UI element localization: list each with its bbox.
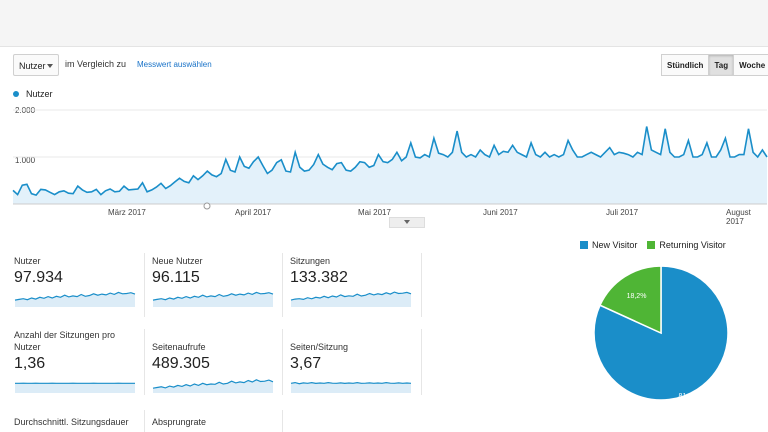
compare-text: im Vergleich zu — [65, 59, 127, 69]
legend-swatch-icon — [647, 241, 656, 249]
sparkline — [15, 382, 135, 393]
top-bar — [0, 0, 768, 47]
divider — [421, 329, 422, 395]
sparkline — [152, 379, 274, 393]
pie-slice[interactable] — [599, 265, 662, 335]
time-granularity-group: Stündlich Tag Woche — [661, 54, 768, 76]
sparkline-fill — [15, 383, 135, 393]
metric-value: 1,36 — [14, 355, 46, 372]
sparkline-fill — [153, 292, 273, 307]
metric-label: Seitenaufrufe — [152, 342, 206, 352]
metric-value: 133.382 — [290, 269, 348, 286]
metric-card-pageviews[interactable]: Seitenaufrufe 489.305 — [152, 341, 282, 393]
annotation-marker-icon[interactable] — [203, 202, 211, 210]
metric-card-avg-session-duration[interactable]: Durchschnittl. Sitzungsdauer — [14, 416, 144, 428]
metric-card-sessions-per-user[interactable]: Anzahl der Sitzungen pro Nutzer 1,36 — [14, 329, 144, 393]
metric-label: Anzahl der Sitzungen pro Nutzer — [14, 330, 116, 352]
sparkline — [290, 381, 412, 393]
metric-label: Seiten/Sitzung — [290, 342, 349, 352]
area-fill — [13, 126, 767, 204]
x-tick-label: Mai 2017 — [358, 208, 391, 217]
divider — [282, 410, 283, 432]
visitor-pie-chart[interactable]: 81,8% 18,2% — [590, 262, 732, 404]
metric-label: Sitzungen — [290, 256, 331, 266]
chevron-down-icon — [47, 64, 53, 68]
x-tick-label: März 2017 — [108, 208, 146, 217]
pie-legend: New Visitor Returning Visitor — [580, 240, 726, 250]
metric-card-users[interactable]: Nutzer 97.934 — [14, 255, 144, 307]
chart-toolbar: Nutzer im Vergleich zu Messwert auswähle… — [0, 52, 768, 80]
pick-metric-link[interactable]: Messwert auswählen — [137, 60, 212, 69]
sparkline-fill — [153, 379, 273, 393]
divider — [282, 253, 283, 317]
sparkline — [14, 291, 136, 307]
legend-swatch-icon — [580, 241, 588, 249]
metric-value: 97.934 — [14, 269, 63, 286]
x-tick-label: August 2017 — [726, 208, 751, 226]
x-tick-label: April 2017 — [235, 208, 272, 217]
hourly-button[interactable]: Stündlich — [661, 54, 710, 76]
x-tick-label: Juli 2017 — [606, 208, 639, 217]
x-tick-label: Juni 2017 — [483, 208, 518, 217]
metric-value: 3,67 — [290, 355, 322, 372]
legend-returning-visitor: Returning Visitor — [659, 240, 726, 250]
sparkline-line — [152, 379, 274, 389]
divider — [282, 329, 283, 395]
metric-card-bounce-rate[interactable]: Absprungrate — [152, 416, 282, 428]
metric-select[interactable]: Nutzer — [13, 54, 59, 76]
day-button[interactable]: Tag — [708, 54, 735, 76]
metric-label: Durchschnittl. Sitzungsdauer — [14, 417, 129, 427]
metric-label: Nutzer — [14, 256, 41, 266]
metric-label: Absprungrate — [152, 417, 207, 427]
sparkline-fill — [15, 292, 135, 307]
chart-legend: Nutzer — [13, 89, 53, 99]
pie-slice-label: 18,2% — [627, 293, 647, 300]
metric-card-pages-per-session[interactable]: Seiten/Sitzung 3,67 — [290, 341, 420, 393]
series-line — [12, 126, 768, 197]
y-tick-label: 1.000 — [15, 156, 36, 165]
sparkline — [152, 291, 274, 307]
sparkline-line — [152, 291, 274, 301]
week-button[interactable]: Woche — [733, 54, 768, 76]
metric-card-sessions[interactable]: Sitzungen 133.382 — [290, 255, 420, 307]
legend-new-visitor: New Visitor — [592, 240, 638, 250]
pie-slice-label: 81,8% — [679, 393, 699, 400]
sparkline-fill — [291, 292, 411, 307]
series-dot-icon — [13, 91, 19, 97]
collapse-chart-handle[interactable] — [389, 217, 425, 228]
divider — [144, 329, 145, 395]
sparkline-line — [14, 291, 136, 301]
metric-select-value: Nutzer — [19, 61, 46, 71]
metric-value: 96.115 — [152, 269, 200, 286]
sparkline — [290, 291, 412, 307]
users-line-chart[interactable] — [0, 100, 768, 210]
divider — [144, 410, 145, 432]
sparkline-fill — [291, 382, 411, 393]
legend-label: Nutzer — [26, 89, 53, 99]
divider — [144, 253, 145, 317]
divider — [421, 253, 422, 317]
metric-card-new-users[interactable]: Neue Nutzer 96.115 — [152, 255, 282, 307]
sparkline-line — [290, 381, 412, 385]
metric-value: 489.305 — [152, 355, 210, 372]
metric-label: Neue Nutzer — [152, 256, 203, 266]
sparkline-line — [290, 291, 412, 301]
